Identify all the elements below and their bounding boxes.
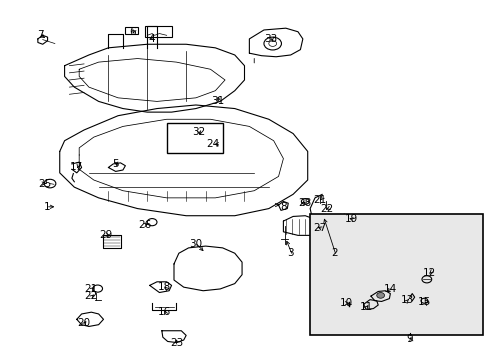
Text: 21: 21 (313, 195, 326, 204)
Text: 12: 12 (422, 268, 435, 278)
Text: 24: 24 (206, 139, 219, 149)
Text: 33: 33 (264, 34, 277, 44)
Text: 26: 26 (138, 220, 151, 230)
Text: 11: 11 (359, 302, 372, 312)
Text: 22: 22 (320, 203, 333, 213)
Text: 18: 18 (157, 282, 170, 292)
Text: 14: 14 (383, 284, 396, 294)
Text: 2: 2 (330, 248, 337, 258)
Text: 23: 23 (169, 338, 183, 347)
Text: 17: 17 (70, 162, 83, 172)
Text: 32: 32 (191, 127, 204, 137)
Text: 3: 3 (287, 248, 293, 258)
Text: 21: 21 (84, 284, 98, 294)
Text: 19: 19 (344, 214, 357, 224)
Text: 31: 31 (211, 96, 224, 107)
Text: 30: 30 (189, 239, 202, 249)
Text: 27: 27 (313, 223, 326, 233)
Text: 6: 6 (129, 27, 136, 37)
Text: 25: 25 (39, 179, 52, 189)
Text: 9: 9 (406, 334, 412, 344)
Bar (144, 26, 171, 37)
Text: 28: 28 (298, 198, 311, 208)
Text: 7: 7 (37, 30, 43, 40)
Bar (309, 214, 482, 336)
Circle shape (376, 293, 384, 298)
Text: 16: 16 (157, 307, 170, 317)
Text: 22: 22 (84, 291, 98, 301)
Text: 10: 10 (339, 298, 352, 308)
Bar (166, 123, 222, 153)
Text: 15: 15 (417, 297, 430, 307)
Text: 4: 4 (148, 34, 155, 44)
Text: 8: 8 (280, 202, 286, 212)
Text: 5: 5 (112, 159, 119, 169)
Text: 13: 13 (400, 295, 413, 305)
Bar (125, 27, 137, 33)
Text: 29: 29 (99, 230, 112, 240)
Text: 1: 1 (44, 202, 51, 212)
Text: 20: 20 (77, 318, 90, 328)
